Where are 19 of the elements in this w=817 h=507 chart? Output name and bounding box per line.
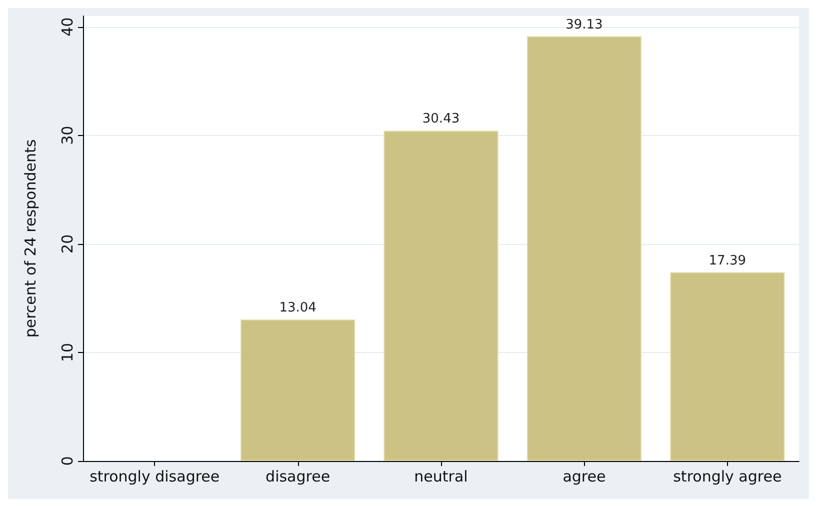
y-tick-label: 40 <box>58 17 76 36</box>
y-tick-label: 30 <box>58 126 76 145</box>
x-tick-label: agree <box>562 468 606 486</box>
data-label: 30.43 <box>422 112 460 127</box>
data-label: 39.13 <box>566 17 603 32</box>
bar <box>670 272 785 461</box>
bar <box>526 36 642 461</box>
y-axis-title: percent of 24 respondents <box>22 139 40 338</box>
bar <box>384 130 498 461</box>
bar <box>240 319 356 461</box>
data-label: 13.04 <box>279 300 316 316</box>
y-tick-label: 0 <box>58 456 76 466</box>
y-tick-label: 10 <box>58 342 76 362</box>
data-label: 17.39 <box>708 253 746 268</box>
y-tick-label: 20 <box>58 234 76 254</box>
x-tick-label: strongly agree <box>673 468 782 486</box>
x-tick-label: neutral <box>414 468 468 486</box>
x-tick-label: strongly disagree <box>90 468 220 486</box>
x-tick-label: disagree <box>266 468 330 486</box>
